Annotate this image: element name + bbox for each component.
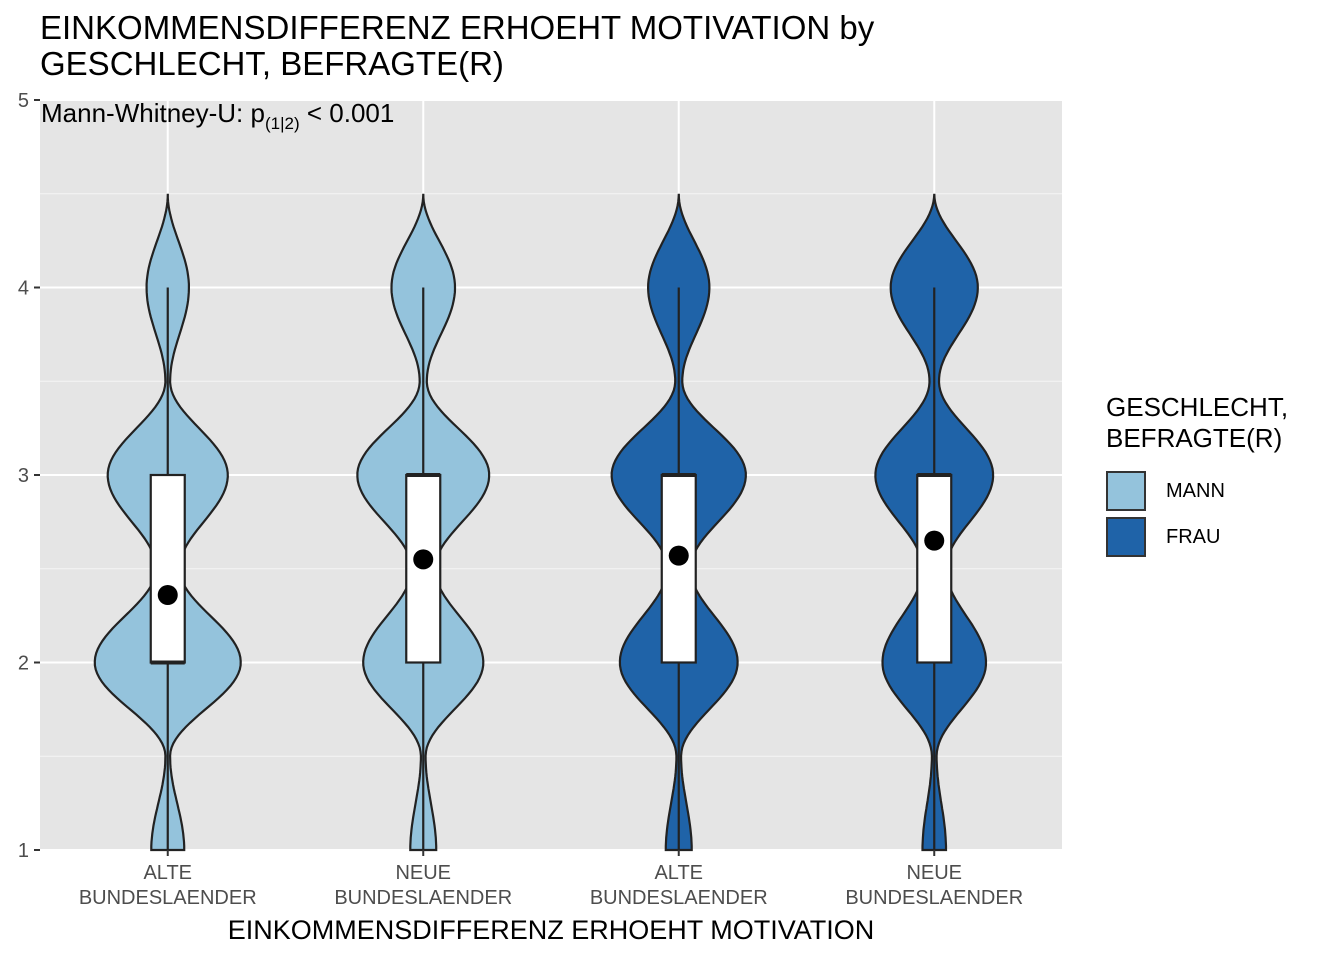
chart-title: EINKOMMENSDIFFERENZ ERHOEHT MOTIVATION b… — [40, 10, 1040, 82]
x-tick-label: BUNDESLAENDER — [79, 887, 257, 909]
legend-label-frau: FRAU — [1166, 525, 1221, 548]
y-axis: 1 2 3 4 5 — [18, 90, 40, 862]
y-tick-label: 3 — [18, 465, 29, 487]
x-axis-title: EINKOMMENSDIFFERENZ ERHOEHT MOTIVATION — [228, 915, 875, 945]
legend-label-mann: MANN — [1166, 479, 1225, 502]
legend-title-line-2: BEFRAGTE(R) — [1106, 423, 1283, 453]
test-annotation-subscript: (1|2) — [265, 114, 300, 133]
legend-title-line-1: GESCHLECHT, — [1106, 392, 1289, 422]
y-tick-label: 4 — [18, 278, 29, 300]
x-tick-label: BUNDESLAENDER — [334, 887, 512, 909]
y-tick-label: 1 — [18, 840, 29, 862]
x-tick-label: ALTE — [143, 862, 192, 884]
mean-point — [924, 530, 945, 551]
mean-point — [668, 545, 689, 566]
mean-point — [157, 585, 178, 605]
x-tick-label: BUNDESLAENDER — [845, 887, 1023, 909]
x-tick-label: NEUE — [395, 862, 451, 884]
legend-title: GESCHLECHT, BEFRAGTE(R) — [1106, 392, 1288, 454]
test-annotation-suffix: < 0.001 — [300, 98, 395, 128]
legend: GESCHLECHT, BEFRAGTE(R) MANN FRAU — [1106, 392, 1288, 560]
box — [149, 473, 186, 664]
legend-item-mann: MANN — [1106, 468, 1288, 514]
box — [916, 473, 953, 664]
x-axis: ALTE BUNDESLAENDER NEUE BUNDESLAENDER ALTE BU… — [79, 850, 1023, 909]
y-tick-label: 2 — [18, 653, 29, 675]
mean-points — [157, 530, 945, 605]
x-tick-label: ALTE — [654, 862, 703, 884]
y-tick-label: 5 — [18, 90, 29, 112]
legend-item-frau: FRAU — [1106, 514, 1288, 560]
chart-title-line-1: EINKOMMENSDIFFERENZ ERHOEHT MOTIVATION b… — [40, 9, 875, 46]
x-tick-label: BUNDESLAENDER — [590, 887, 768, 909]
x-tick-label: NEUE — [906, 862, 962, 884]
test-annotation-prefix: Mann-Whitney-U: p — [41, 98, 265, 128]
grid-minor — [40, 193, 1062, 757]
test-annotation: Mann-Whitney-U: p(1|2) < 0.001 — [41, 98, 394, 133]
legend-swatch-mann — [1106, 471, 1146, 511]
box — [660, 473, 697, 664]
legend-swatch-frau — [1106, 517, 1146, 557]
chart-title-line-2: GESCHLECHT, BEFRAGTE(R) — [40, 45, 504, 82]
mean-point — [413, 549, 434, 570]
